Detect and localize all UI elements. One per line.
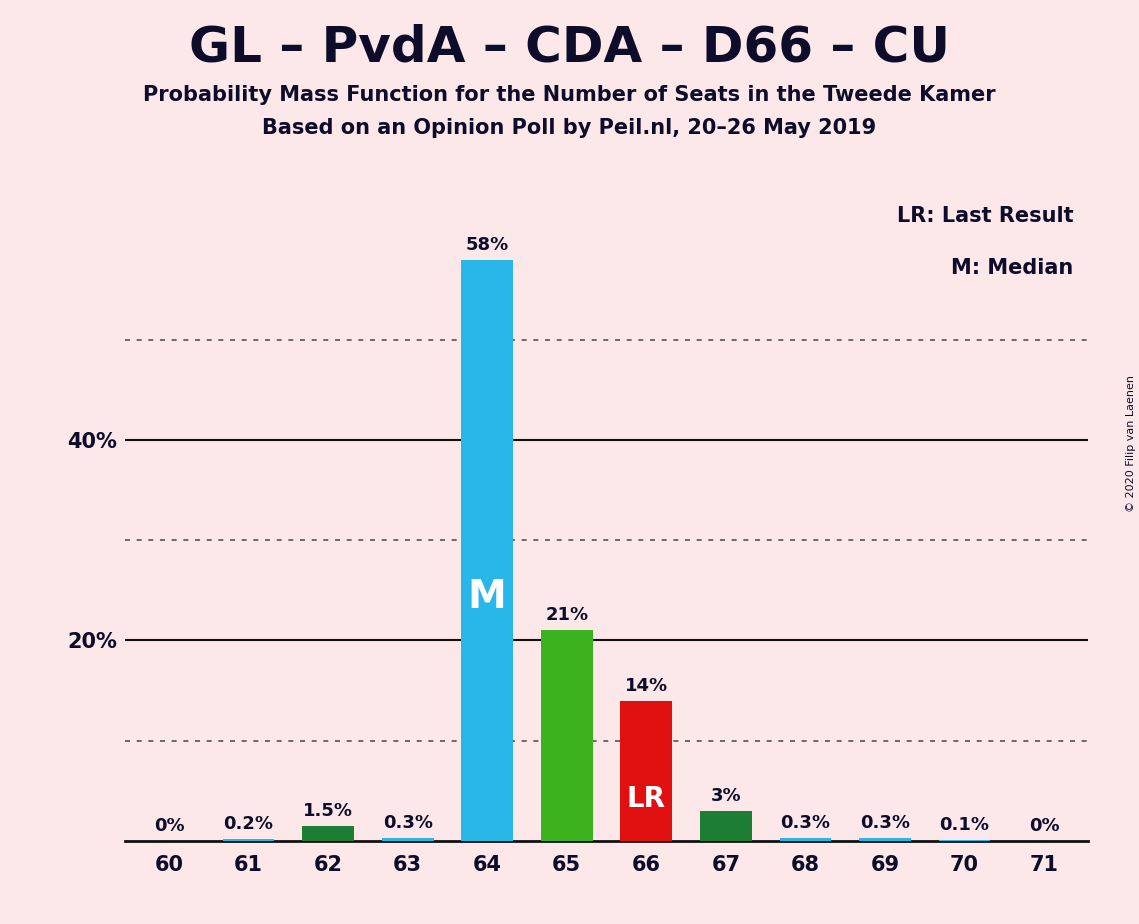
Bar [859, 838, 911, 841]
Text: © 2020 Filip van Laenen: © 2020 Filip van Laenen [1126, 375, 1136, 512]
Text: M: M [468, 578, 507, 615]
Text: 58%: 58% [466, 236, 509, 253]
Bar [700, 810, 752, 841]
Text: Based on an Opinion Poll by Peil.nl, 20–26 May 2019: Based on an Opinion Poll by Peil.nl, 20–… [262, 118, 877, 139]
Bar [223, 839, 274, 841]
Text: 0%: 0% [1029, 817, 1059, 834]
Bar [302, 826, 354, 841]
Text: 0%: 0% [154, 817, 185, 834]
Text: 14%: 14% [624, 676, 667, 695]
Text: 1.5%: 1.5% [303, 802, 353, 820]
Bar [779, 838, 831, 841]
Text: LR: LR [626, 784, 666, 813]
Text: Probability Mass Function for the Number of Seats in the Tweede Kamer: Probability Mass Function for the Number… [144, 85, 995, 105]
Text: 21%: 21% [546, 606, 589, 625]
Text: 0.3%: 0.3% [860, 814, 910, 832]
Text: GL – PvdA – CDA – D66 – CU: GL – PvdA – CDA – D66 – CU [189, 23, 950, 71]
Bar [461, 260, 513, 841]
Text: 0.1%: 0.1% [940, 816, 990, 833]
Text: 0.2%: 0.2% [223, 815, 273, 833]
Text: LR: Last Result: LR: Last Result [896, 206, 1073, 225]
Bar [382, 838, 434, 841]
Bar [541, 630, 592, 841]
Text: M: Median: M: Median [951, 258, 1073, 278]
Bar [939, 840, 990, 841]
Text: 0.3%: 0.3% [383, 814, 433, 832]
Text: 0.3%: 0.3% [780, 814, 830, 832]
Text: 3%: 3% [711, 786, 741, 805]
Bar [621, 700, 672, 841]
